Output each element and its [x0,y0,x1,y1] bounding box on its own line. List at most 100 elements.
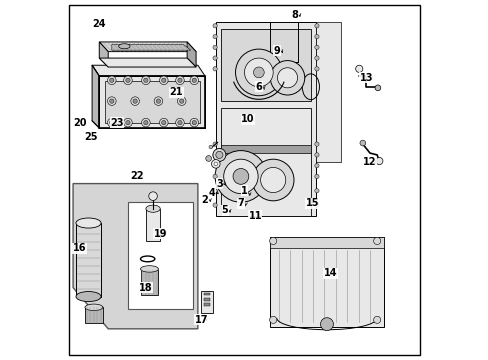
Text: 19: 19 [153,229,166,239]
Ellipse shape [119,44,130,49]
Circle shape [175,118,184,127]
Bar [128,202,192,309]
Circle shape [260,167,285,193]
Ellipse shape [76,292,101,302]
Bar [201,291,212,313]
Circle shape [178,78,182,82]
Circle shape [214,162,217,166]
Text: 22: 22 [130,171,143,181]
Circle shape [107,118,116,127]
Circle shape [269,237,276,244]
Circle shape [148,192,157,201]
Circle shape [162,121,165,125]
Circle shape [125,78,130,82]
Circle shape [215,151,223,158]
Circle shape [143,121,148,125]
Circle shape [314,142,319,146]
Ellipse shape [140,266,158,272]
Circle shape [212,153,217,157]
Circle shape [314,45,319,49]
Text: 1: 1 [241,186,247,196]
Polygon shape [99,42,196,51]
Circle shape [314,35,319,39]
Circle shape [109,121,114,125]
Circle shape [233,168,248,184]
Circle shape [314,24,319,28]
Circle shape [205,156,211,161]
Circle shape [212,67,217,71]
Circle shape [314,67,319,71]
Circle shape [175,76,184,85]
Polygon shape [99,58,196,67]
Circle shape [211,159,220,168]
Circle shape [212,142,217,146]
Circle shape [159,118,168,127]
Circle shape [192,78,196,82]
Circle shape [154,97,163,105]
Circle shape [133,99,137,103]
Bar [221,30,310,101]
Circle shape [125,121,130,125]
Polygon shape [316,22,341,162]
Circle shape [277,68,297,88]
Circle shape [142,118,150,127]
Circle shape [109,99,114,103]
Circle shape [373,237,380,244]
Bar [221,108,310,216]
Bar [203,298,210,301]
Circle shape [212,35,217,39]
Text: 15: 15 [305,198,319,208]
Circle shape [107,97,116,105]
Text: 16: 16 [73,243,86,253]
Polygon shape [92,65,99,128]
Bar [221,145,310,153]
Circle shape [159,76,168,85]
Text: 25: 25 [84,132,98,142]
Circle shape [123,118,132,127]
Circle shape [269,316,276,323]
Circle shape [212,189,217,193]
Text: 8: 8 [291,10,298,20]
Text: 18: 18 [139,283,152,293]
Polygon shape [85,307,102,323]
Circle shape [212,24,217,28]
Text: 6: 6 [255,82,262,92]
Text: 10: 10 [241,114,254,124]
Bar [203,293,210,296]
Text: 20: 20 [73,118,86,128]
Polygon shape [99,42,108,67]
Circle shape [179,99,183,103]
Circle shape [314,163,319,168]
Circle shape [178,121,182,125]
Text: 13: 13 [359,73,372,83]
Circle shape [162,78,165,82]
Circle shape [192,121,196,125]
Ellipse shape [76,218,101,228]
Polygon shape [112,44,190,50]
Circle shape [123,76,132,85]
Text: 5: 5 [221,206,228,216]
Text: 2: 2 [201,195,208,205]
Circle shape [253,67,264,78]
Polygon shape [76,223,101,297]
Text: 4: 4 [208,188,215,198]
Circle shape [212,45,217,49]
Text: 12: 12 [363,157,376,167]
Circle shape [223,159,258,194]
Circle shape [314,174,319,179]
Circle shape [212,56,217,60]
Bar [104,81,199,123]
Polygon shape [215,22,316,216]
Circle shape [359,140,365,146]
Circle shape [314,153,319,157]
Bar [203,303,210,306]
Bar [269,237,384,248]
Circle shape [131,97,139,105]
Circle shape [212,163,217,168]
Polygon shape [99,76,204,128]
Circle shape [215,150,266,202]
Circle shape [109,78,114,82]
Circle shape [142,76,150,85]
Circle shape [270,60,304,95]
Polygon shape [187,42,196,67]
